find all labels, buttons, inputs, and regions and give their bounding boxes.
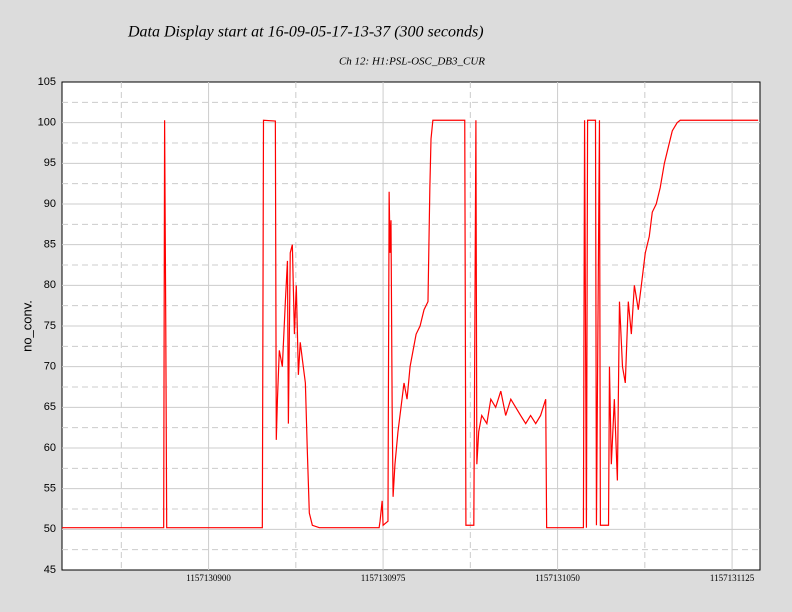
y-axis-label: no_conv. bbox=[19, 300, 34, 352]
data-line bbox=[62, 119, 759, 529]
x-tick-label: 1157130975 bbox=[361, 573, 406, 583]
y-tick-label: 65 bbox=[44, 401, 56, 413]
y-tick-label: 60 bbox=[44, 442, 56, 454]
y-tick-label: 95 bbox=[44, 157, 56, 169]
y-tick-label: 105 bbox=[38, 76, 56, 88]
y-tick-label: 70 bbox=[44, 361, 56, 373]
x-tick-label: 1157131050 bbox=[535, 573, 580, 583]
chart-title: Data Display start at 16-09-05-17-13-37 … bbox=[127, 24, 484, 41]
y-tick-label: 80 bbox=[44, 279, 56, 291]
y-tick-label: 55 bbox=[44, 483, 56, 495]
chart-subtitle: Ch 12: H1:PSL-OSC_DB3_CUR bbox=[339, 56, 485, 68]
x-tick-label: 1157130900 bbox=[186, 573, 231, 583]
y-tick-label: 50 bbox=[44, 523, 56, 535]
y-tick-label: 85 bbox=[44, 239, 56, 251]
y-tick-label: 45 bbox=[44, 564, 56, 576]
y-tick-label: 100 bbox=[38, 117, 56, 129]
y-tick-label: 75 bbox=[44, 320, 56, 332]
x-tick-label: 1157131125 bbox=[710, 573, 755, 583]
y-tick-label: 90 bbox=[44, 198, 56, 210]
